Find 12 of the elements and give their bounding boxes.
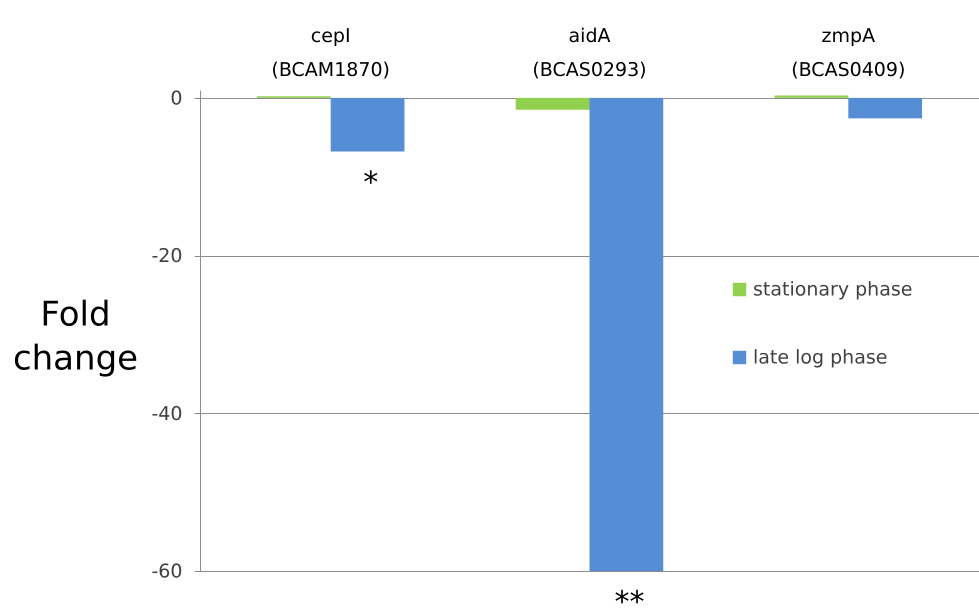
annotation: ** [614, 585, 644, 614]
x-tick-label: zmpA (BCAS0409) [791, 25, 906, 81]
x-tick-label: cepI (BCAM1870) [271, 25, 390, 81]
y-tick-label: -60 [151, 560, 182, 582]
legend-label: stationary phase [753, 278, 912, 300]
y-tick-label: -40 [151, 402, 182, 425]
legend-label: late log phase [753, 346, 888, 368]
y-tick-label: 0 [170, 87, 182, 110]
annotation: * [363, 166, 378, 201]
y-axis-title: Fold change [12, 294, 138, 378]
x-tick-label: aidA (BCAS0293) [532, 25, 647, 81]
y-tick-label: -20 [151, 245, 182, 268]
